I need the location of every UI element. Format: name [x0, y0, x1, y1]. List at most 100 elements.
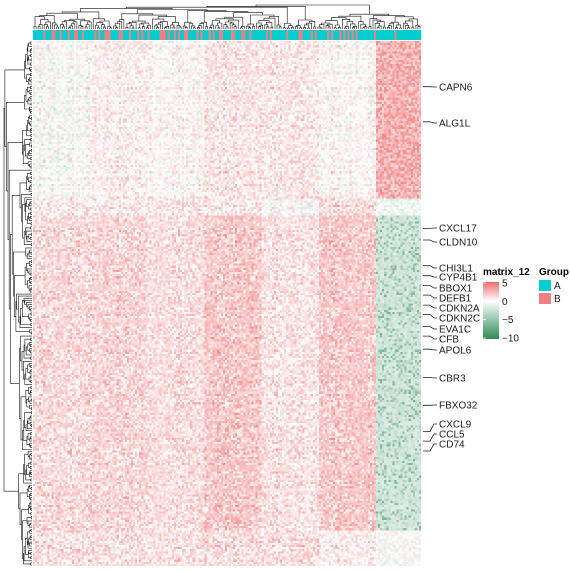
- annotation-cell: [314, 30, 318, 40]
- annotation-cell: [35, 30, 38, 40]
- row-dendrogram-branches: [3, 41, 32, 566]
- annotation-cell: [386, 30, 389, 40]
- annotation-cell: [126, 30, 130, 40]
- annotation-cell: [253, 30, 256, 40]
- annotation-cell: [82, 30, 85, 40]
- gene-label: CYP4B1: [439, 273, 478, 284]
- annotation-cell: [188, 30, 191, 40]
- gene-label-connector: [423, 121, 437, 124]
- annotation-cell: [33, 30, 36, 40]
- annotation-cell: [71, 30, 75, 40]
- group-legend-swatch-b: [539, 293, 551, 304]
- annotation-cell: [369, 30, 373, 40]
- annotation-cell: [329, 30, 332, 40]
- annotation-cell: [322, 30, 326, 40]
- annotation-cell: [139, 30, 142, 40]
- annotation-cell: [286, 30, 289, 40]
- heatmap-cells: [33, 41, 421, 566]
- annotation-cell: [190, 30, 193, 40]
- annotation-cell: [67, 30, 71, 40]
- group-legend: Group A B: [539, 267, 569, 305]
- annotation-cell: [84, 30, 87, 40]
- annotation-cell: [63, 30, 66, 40]
- annotation-cell: [310, 30, 314, 40]
- annotation-cell: [106, 30, 109, 40]
- annotation-cell: [171, 30, 175, 40]
- annotation-cell: [202, 30, 205, 40]
- annotation-cell: [400, 30, 403, 40]
- annotation-cell: [145, 30, 148, 40]
- annotation-cell: [73, 30, 77, 40]
- annotation-cell: [39, 30, 42, 40]
- annotation-cell: [165, 30, 169, 40]
- annotation-cell: [112, 30, 115, 40]
- annotation-cell: [247, 30, 250, 40]
- annotation-cell: [100, 30, 103, 40]
- annotation-cell: [280, 30, 283, 40]
- annotation-cell: [147, 30, 150, 40]
- annotation-cell: [208, 30, 211, 40]
- annotation-cell: [153, 30, 156, 40]
- annotation-cell: [143, 30, 146, 40]
- annotation-cell: [271, 30, 275, 40]
- annotation-cell: [120, 30, 124, 40]
- annotation-cell: [69, 30, 73, 40]
- annotation-cell: [374, 30, 377, 40]
- annotation-cell: [186, 30, 189, 40]
- annotation-cell: [284, 30, 287, 40]
- annotation-cell: [237, 30, 240, 40]
- annotation-cell: [282, 30, 285, 40]
- annotation-cell: [161, 30, 164, 40]
- annotation-cell: [304, 30, 307, 40]
- gene-label: FBXO32: [439, 401, 478, 412]
- annotation-cell: [276, 30, 279, 40]
- gene-label: CD74: [439, 440, 465, 451]
- annotation-cell: [316, 30, 320, 40]
- annotation-cell: [251, 30, 254, 40]
- annotation-cell: [41, 30, 44, 40]
- color-legend-bar: [483, 282, 499, 339]
- annotation-cell: [108, 30, 111, 40]
- annotation-cell: [294, 30, 297, 40]
- annotation-cell: [175, 30, 179, 40]
- color-legend-title: matrix_12: [483, 267, 530, 278]
- annotation-cell: [241, 30, 244, 40]
- annotation-cell: [135, 30, 138, 40]
- annotation-cell: [243, 30, 246, 40]
- group-legend-swatch-a: [539, 280, 551, 291]
- annotation-cell: [90, 30, 93, 40]
- annotation-cell: [157, 30, 160, 40]
- annotation-cell: [337, 30, 340, 40]
- annotation-cell: [169, 30, 173, 40]
- annotation-cell: [296, 30, 299, 40]
- annotation-cell: [398, 30, 401, 40]
- group-annotation-bar: [33, 30, 422, 40]
- gene-label: CHI3L1: [439, 264, 473, 275]
- gene-label: EVA1C: [439, 325, 471, 336]
- annotation-cell: [182, 30, 185, 40]
- annotation-cell: [345, 30, 348, 40]
- annotation-cell: [77, 30, 81, 40]
- gene-label-connector: [423, 275, 437, 278]
- annotation-cell: [118, 30, 122, 40]
- gene-label-connector: [423, 285, 437, 289]
- annotation-cell: [384, 30, 387, 40]
- gene-label-connector: [423, 377, 437, 379]
- annotation-cell: [380, 30, 383, 40]
- annotation-cell: [255, 30, 258, 40]
- annotation-cell: [104, 30, 107, 40]
- gene-label-connector: [423, 314, 437, 319]
- annotation-cell: [267, 30, 271, 40]
- color-legend-tick-label: 5: [502, 279, 508, 290]
- gene-label: APOL6: [439, 346, 472, 357]
- annotation-cell: [245, 30, 248, 40]
- annotation-cell: [365, 30, 369, 40]
- annotation-cell: [359, 30, 363, 40]
- annotation-cell: [59, 30, 62, 40]
- group-legend-label-a: A: [554, 281, 561, 292]
- annotation-cell: [110, 30, 113, 40]
- gene-label: ALG1L: [439, 119, 471, 130]
- annotation-cell: [341, 30, 344, 40]
- annotation-cell: [382, 30, 385, 40]
- annotation-cell: [163, 30, 167, 40]
